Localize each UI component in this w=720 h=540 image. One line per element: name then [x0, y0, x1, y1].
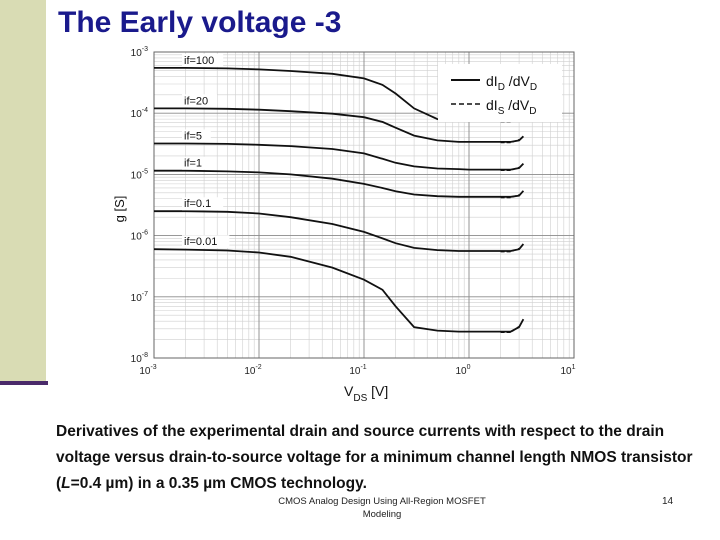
x-tick-label: 10-3 [139, 364, 156, 377]
y-tick-label: 10-4 [131, 107, 148, 120]
x-axis-label: VDS [V] [344, 383, 388, 404]
series-label-bg [182, 156, 211, 170]
x-tick-label: 10-2 [244, 364, 261, 377]
footer-line-2: Modeling [362, 509, 402, 520]
y-tick-labels: 10-3 10-4 10-5 10-6 10-7 10-8 [131, 46, 148, 365]
legend-box [438, 64, 562, 122]
y-tick-label: 10-7 [131, 291, 148, 304]
y-tick-label: 10-5 [131, 168, 148, 181]
footer-course-title: CMOS Analog Design Using All-Region MOSF… [262, 495, 502, 521]
left-accent-rule [0, 381, 48, 385]
curve-drain-1 [154, 107, 525, 143]
series-label: if=1 [184, 158, 202, 170]
series-label-bg [182, 94, 217, 108]
curve-source-1 [500, 139, 520, 144]
series-label: if=100 [184, 55, 214, 67]
curve-drain-5 [153, 248, 525, 333]
curve-source-3 [500, 194, 520, 199]
footer-line-1: CMOS Analog Design Using All-Region MOSF… [278, 496, 486, 507]
left-accent-bar [0, 0, 46, 384]
x-tick-labels: 10-3 10-2 10-1 100 101 [139, 364, 575, 377]
page-number: 14 [662, 496, 674, 507]
series-label: if=0.1 [184, 198, 211, 210]
y-tick-label: 10-6 [131, 230, 148, 243]
x-tick-label: 101 [560, 364, 575, 377]
series-label-bg [182, 235, 230, 249]
series-label: if=5 [184, 130, 202, 142]
y-tick-label: 10-3 [131, 46, 148, 59]
curve-source-4 [500, 247, 520, 253]
slide-title: The Early voltage -3 [58, 6, 342, 39]
series-label: if=20 [184, 95, 208, 107]
curve-source-2 [500, 166, 520, 172]
series-label-bg [182, 129, 211, 143]
legend-label-source: dIS /dVD [486, 97, 537, 117]
y-axis-label: g [S] [112, 196, 127, 223]
x-tick-label: 10-1 [349, 364, 366, 377]
legend-label-drain: dID /dVD [486, 73, 537, 93]
y-tick-label: 10-8 [131, 352, 148, 365]
curve-drain-3 [154, 169, 525, 198]
x-tick-label: 100 [455, 364, 470, 377]
figure-caption: Derivatives of the experimental drain an… [56, 423, 693, 492]
early-voltage-chart: if=100 if=20 if=5 if=1 if=0.1 if=0.01 10-3 10-… [108, 46, 580, 410]
series-label-bg [182, 53, 224, 67]
curve-drain-4 [154, 210, 525, 252]
series-label-bg [182, 197, 224, 211]
legend: dID /dVD dIS /dVD [438, 64, 562, 122]
curve-drain-2 [154, 142, 525, 171]
plot-frame [153, 51, 575, 359]
series-labels: if=100 if=20 if=5 if=1 if=0.1 if=0.01 [182, 53, 230, 249]
series-label: if=0.01 [184, 236, 217, 248]
curve-source-5 [500, 325, 520, 333]
